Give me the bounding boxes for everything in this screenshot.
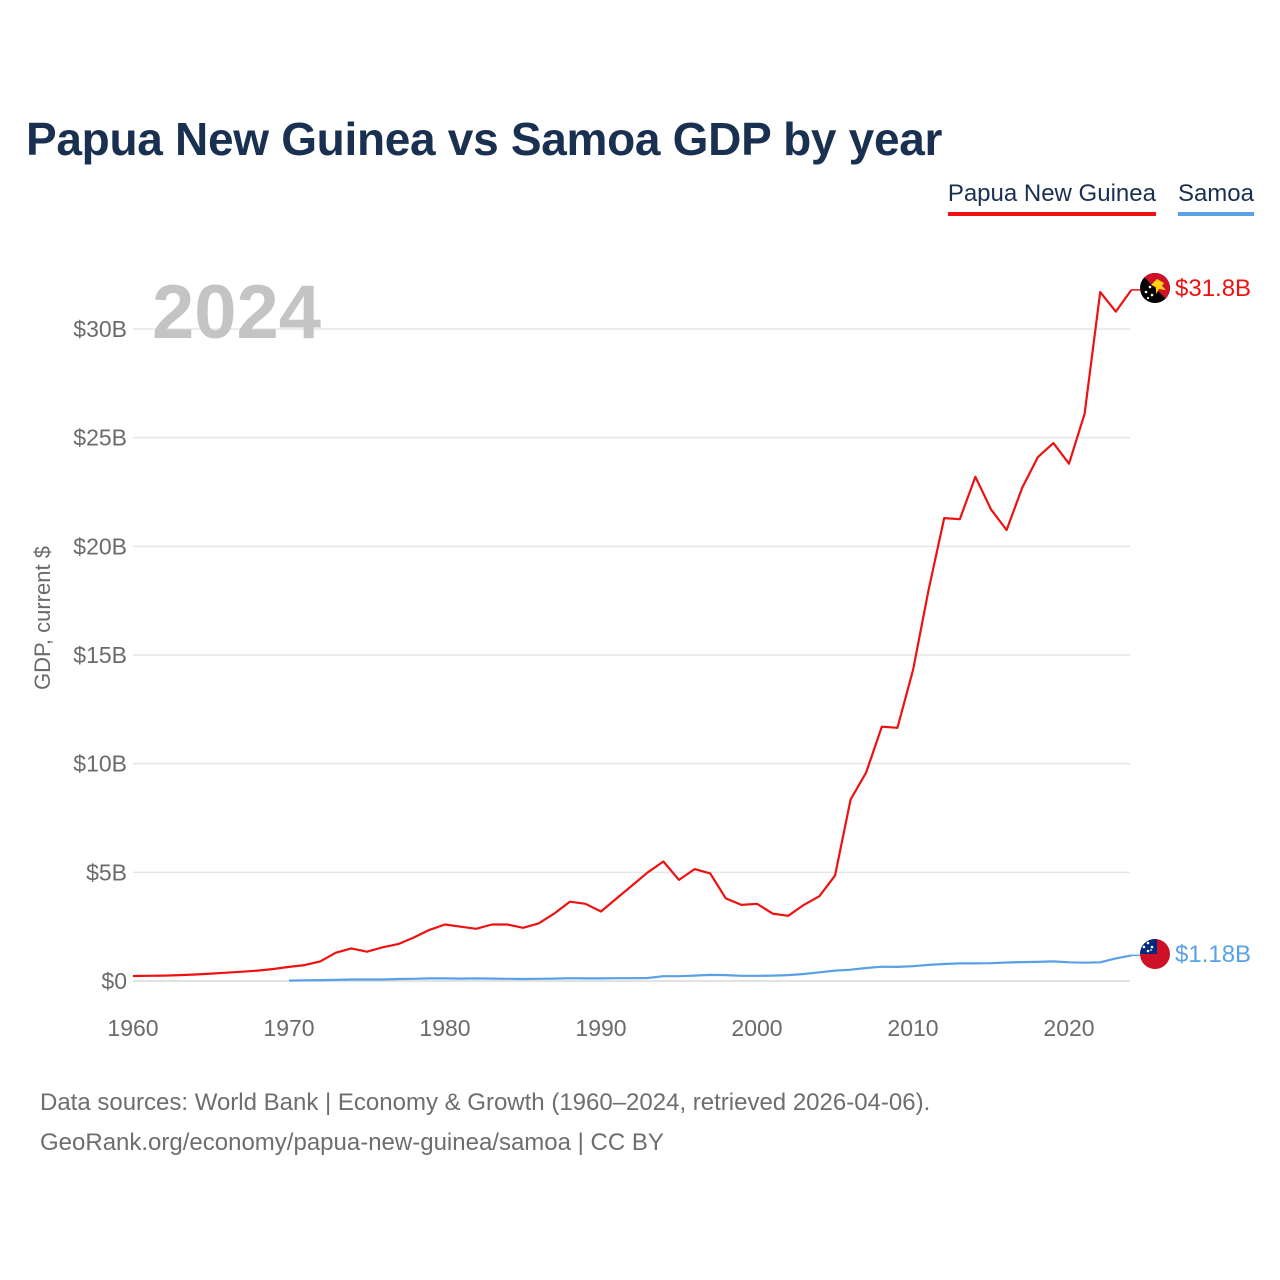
series-line-papua-new-guinea (132, 289, 1133, 978)
end-label-papua-new-guinea: $31.8B (1175, 275, 1251, 302)
page-title: Papua New Guinea vs Samoa GDP by year (26, 113, 943, 165)
y-tick-label: $25B (73, 425, 127, 451)
x-tick-label: 1990 (575, 1015, 626, 1041)
x-tick-label: 2000 (731, 1015, 782, 1041)
y-tick-label: $10B (73, 751, 127, 777)
legend-item-papua-new-guinea[interactable]: Papua New Guinea (947, 180, 1156, 216)
y-axis-ticks: $0 $5B $10B $15B $20B $25B $30B (73, 316, 127, 994)
x-axis-ticks: 1960 1970 1980 1990 2000 2010 2020 (107, 1015, 1094, 1041)
x-tick-label: 2010 (887, 1015, 938, 1041)
source-line-2: GeoRank.org/economy/papua-new-guinea/sam… (40, 1129, 664, 1156)
series-line-samoa (288, 954, 1132, 982)
y-tick-label: $15B (73, 642, 127, 668)
x-tick-label: 1960 (107, 1015, 158, 1041)
x-tick-label: 2020 (1043, 1015, 1094, 1041)
y-tick-label: $5B (86, 859, 127, 885)
y-tick-label: $30B (73, 316, 127, 342)
x-tick-label: 1970 (263, 1015, 314, 1041)
y-tick-label: $0 (101, 968, 127, 994)
end-label-samoa: $1.18B (1175, 941, 1251, 968)
y-tick-label: $20B (73, 533, 127, 559)
legend: Papua New Guinea Samoa (947, 180, 1254, 216)
samoa-flag-icon (1140, 939, 1170, 969)
gridlines (133, 328, 1130, 982)
source-note: Data sources: World Bank | Economy & Gro… (40, 1083, 930, 1163)
y-axis-label: GDP, current $ (30, 546, 55, 690)
x-tick-label: 1980 (419, 1015, 470, 1041)
papua-new-guinea-flag-icon (1140, 273, 1170, 303)
series-lines (132, 289, 1140, 982)
year-watermark: 2024 (152, 270, 321, 355)
legend-item-samoa[interactable]: Samoa (1177, 180, 1254, 216)
source-line-1: Data sources: World Bank | Economy & Gro… (40, 1089, 931, 1116)
